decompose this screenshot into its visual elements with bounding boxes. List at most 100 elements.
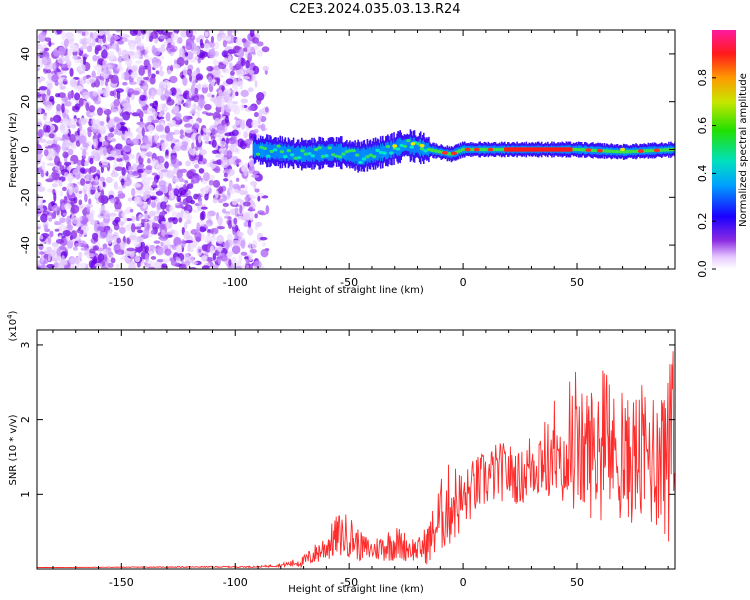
spectrogram-xtick-label: -150	[109, 276, 134, 289]
spectrogram-noise-cell	[112, 67, 120, 75]
spectrogram-noise-cell	[223, 178, 229, 182]
spectrogram-noise-cell	[166, 98, 175, 106]
spectrogram-noise-cell	[170, 190, 175, 200]
spectrogram-noise-cell	[87, 189, 91, 198]
spectrogram-band-peak	[317, 146, 322, 150]
page-title: C2E3.2024.035.03.13.R24	[289, 2, 461, 17]
spectrogram-noise-cell	[57, 92, 66, 98]
spectrogram-band-peak	[300, 149, 305, 153]
spectrogram-noise-cell	[38, 45, 44, 52]
spectrogram-noise-cell	[195, 227, 200, 234]
spectrogram-band-cell	[409, 136, 412, 155]
spectrogram-noise-cell	[154, 187, 159, 192]
spectrogram-band-cell	[391, 140, 393, 159]
colorbar-tick-label: 0.6	[696, 117, 709, 135]
spectrogram-noise-cell	[167, 239, 171, 249]
spectrogram-band-cell	[289, 146, 292, 160]
spectrogram-noise-cell	[160, 237, 165, 241]
spectrogram-noise-cell	[265, 204, 270, 215]
spectrogram-noise-cell	[164, 89, 172, 97]
spectrogram-noise-cell	[240, 98, 248, 104]
spectrogram-band-peak	[385, 144, 391, 149]
snr-multiplier: (x104)	[6, 310, 19, 341]
spectrogram-noise-cell	[117, 220, 125, 226]
spectrogram-noise-cell	[43, 114, 47, 121]
spectrogram-noise-cell	[146, 151, 153, 158]
spectrogram-noise-cell	[152, 180, 157, 188]
spectrogram-noise-cell	[92, 245, 99, 251]
spectrogram-band-cell	[416, 141, 419, 153]
spectrogram-noise-cell	[137, 168, 144, 174]
spectrogram-noise-cell	[105, 176, 113, 184]
spectrogram-noise-cell	[78, 190, 83, 194]
spectrogram-noise-cell	[46, 88, 51, 97]
spectrogram-noise-cell	[203, 43, 211, 52]
spectrogram-noise-cell	[81, 53, 89, 58]
snr-ticks: -150 -100 -50 0 50 1 2 3	[19, 330, 675, 589]
spectrogram-noise-cell	[103, 146, 108, 156]
spectrogram-noise-cell	[120, 178, 125, 186]
colorbar-tick-label: 0.0	[696, 260, 709, 278]
spectrogram-noise-cell	[184, 260, 191, 267]
spectrogram-noise-cell	[57, 56, 65, 64]
spectrogram-noise-cell	[37, 154, 43, 160]
spectrogram-noise-cell	[45, 94, 50, 103]
spectrogram-band-cell	[328, 144, 331, 161]
spectrogram-noise-cell	[122, 155, 130, 161]
spectrogram-band-cell	[346, 146, 348, 162]
spectrogram-noise-cell	[166, 69, 172, 75]
spectrogram-noise-cell	[154, 100, 158, 106]
spectrogram-noise-cell	[78, 216, 83, 222]
spectrogram-noise-cell	[205, 223, 211, 227]
spectrogram-noise-cell	[100, 79, 104, 87]
spectrogram-noise-cell	[244, 196, 249, 202]
spectrogram-noise-cell	[164, 161, 169, 169]
spectrogram-noise-cell	[58, 262, 65, 269]
spectrogram-noise-cell	[114, 209, 123, 213]
spectrogram-noise-cell	[56, 247, 61, 256]
spectrogram-band-cell	[296, 145, 299, 162]
spectrogram-noise-cell	[56, 30, 63, 35]
spectrogram-noise-cell	[176, 194, 181, 203]
spectrogram-noise-cell	[200, 129, 204, 136]
spectrogram-noise-cell	[62, 212, 67, 216]
spectrogram-noise-cell	[39, 138, 47, 144]
spectrogram-noise-cell	[104, 80, 109, 87]
spectrogram-noise-cell	[227, 251, 233, 259]
spectrogram-noise-cell	[54, 221, 62, 226]
spectrogram-noise-cell	[69, 257, 78, 264]
spectrogram-noise-cell	[209, 245, 215, 255]
spectrogram-band-peak	[255, 152, 261, 156]
spectrogram-noise-cell	[260, 123, 266, 132]
spectrogram-noise-cell	[89, 157, 94, 165]
spectrogram-noise-cell	[66, 239, 74, 249]
snr-ylabel: SNR (10 * v/v)	[8, 414, 19, 485]
spectrogram-noise-cell	[141, 171, 148, 178]
spectrogram-band-cell	[413, 137, 416, 156]
spectrogram-noise-cell	[220, 254, 228, 262]
spectrogram-noise-cell	[131, 65, 138, 73]
spectrogram-band-cell	[254, 142, 257, 157]
spectrogram-noise-cell	[245, 59, 250, 69]
spectrogram-noise-cell	[103, 68, 112, 76]
spectrogram-noise-cell	[195, 73, 204, 81]
spectrogram-band-peak	[419, 147, 425, 151]
spectrogram-noise-cell	[187, 255, 195, 263]
spectrogram-noise-cell	[121, 38, 130, 43]
spectrogram-noise-cell	[211, 94, 215, 99]
spectrogram-noise-cell	[82, 75, 87, 81]
spectrogram-noise-cell	[104, 135, 108, 141]
spectrogram-band-peak	[310, 154, 315, 158]
spectrogram-noise-cell	[148, 134, 153, 142]
spectrogram-band-core	[450, 151, 457, 156]
spectrogram-noise-cell	[99, 176, 106, 182]
spectrogram-noise-cell	[216, 69, 221, 76]
colorbar: 0.0 0.2 0.4 0.6 0.8 Normalized spectral ampl…	[696, 30, 749, 278]
spectrogram-noise-cell	[253, 44, 259, 51]
spectrogram-band-cell	[297, 145, 300, 162]
spectrogram-noise-cell	[236, 198, 243, 203]
spectrogram-noise-cell	[166, 170, 175, 178]
spectrogram-noise-cell	[88, 105, 96, 113]
spectrogram-noise-cell	[95, 75, 104, 80]
